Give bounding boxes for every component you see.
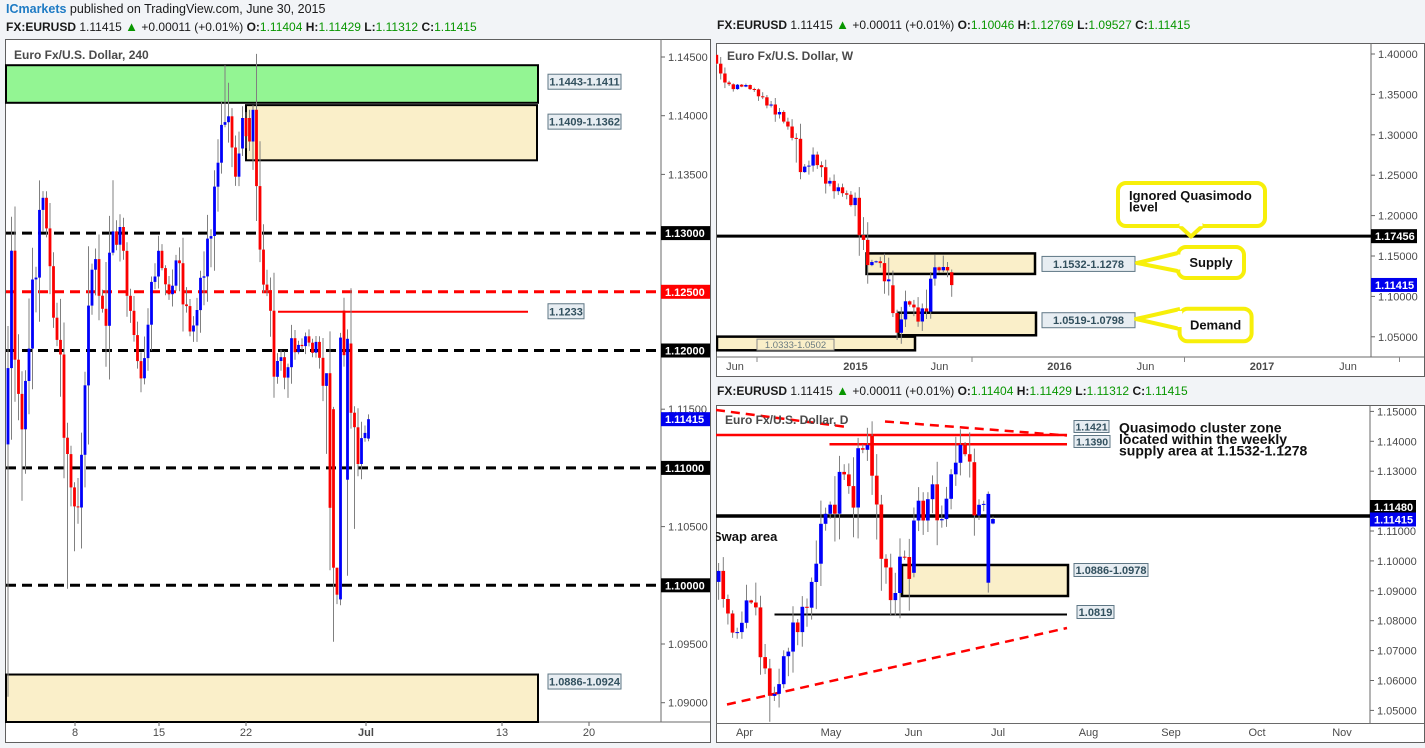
svg-text:Apr: Apr bbox=[736, 727, 753, 739]
svg-text:1.09000: 1.09000 bbox=[1377, 586, 1417, 598]
svg-text:2016: 2016 bbox=[1047, 361, 1071, 373]
svg-text:1.14000: 1.14000 bbox=[1377, 436, 1417, 448]
svg-text:1.15000: 1.15000 bbox=[1378, 251, 1418, 263]
svg-text:1.09500: 1.09500 bbox=[668, 639, 708, 651]
svg-text:1.30000: 1.30000 bbox=[1378, 130, 1418, 142]
svg-text:May: May bbox=[821, 727, 842, 739]
svg-text:1.0519-1.0798: 1.0519-1.0798 bbox=[1053, 315, 1124, 327]
svg-text:1.14500: 1.14500 bbox=[668, 52, 708, 64]
svg-text:1.10500: 1.10500 bbox=[668, 522, 708, 534]
svg-text:Jul: Jul bbox=[991, 727, 1005, 739]
svg-text:Nov: Nov bbox=[1332, 727, 1352, 739]
svg-text:1.35000: 1.35000 bbox=[1378, 89, 1418, 101]
svg-text:1.06000: 1.06000 bbox=[1377, 676, 1417, 688]
svg-text:Supply: Supply bbox=[1189, 255, 1233, 270]
svg-text:1.07000: 1.07000 bbox=[1377, 646, 1417, 658]
svg-text:1.10000: 1.10000 bbox=[1378, 291, 1418, 303]
svg-text:1.1390: 1.1390 bbox=[1076, 437, 1108, 449]
svg-text:Jun: Jun bbox=[1339, 361, 1357, 373]
svg-text:1.17456: 1.17456 bbox=[1375, 231, 1415, 243]
svg-text:Swap area: Swap area bbox=[716, 529, 778, 544]
svg-text:Euro Fx/U.S. Dollar, 240: Euro Fx/U.S. Dollar, 240 bbox=[14, 48, 149, 62]
svg-text:Jun: Jun bbox=[1137, 361, 1155, 373]
svg-text:1.11415: 1.11415 bbox=[1375, 280, 1414, 292]
svg-text:8: 8 bbox=[72, 727, 78, 739]
svg-text:located within the weekly: located within the weekly bbox=[1119, 431, 1287, 447]
svg-text:13: 13 bbox=[496, 727, 508, 739]
svg-text:Jul: Jul bbox=[358, 727, 374, 739]
svg-text:Sep: Sep bbox=[1161, 727, 1181, 739]
svg-text:1.15000: 1.15000 bbox=[1377, 406, 1417, 418]
svg-text:1.11000: 1.11000 bbox=[1377, 526, 1416, 538]
svg-text:Quasimodo cluster zone: Quasimodo cluster zone bbox=[1119, 420, 1282, 436]
svg-text:1.0819: 1.0819 bbox=[1079, 607, 1113, 619]
svg-text:1.0886-1.0924: 1.0886-1.0924 bbox=[549, 677, 621, 689]
svg-text:1.05000: 1.05000 bbox=[1377, 705, 1417, 717]
svg-text:Euro Fx/U.S. Dollar, W: Euro Fx/U.S. Dollar, W bbox=[727, 49, 854, 63]
svg-text:1.11000: 1.11000 bbox=[665, 463, 704, 475]
svg-text:Euro Fx/U.S. Dollar, D: Euro Fx/U.S. Dollar, D bbox=[725, 413, 849, 427]
svg-text:20: 20 bbox=[583, 727, 595, 739]
svg-text:1.14000: 1.14000 bbox=[668, 111, 708, 123]
svg-text:1.1409-1.1362: 1.1409-1.1362 bbox=[549, 117, 620, 129]
svg-text:1.1233: 1.1233 bbox=[549, 306, 583, 318]
svg-text:Jun: Jun bbox=[726, 361, 744, 373]
svg-text:22: 22 bbox=[240, 727, 252, 739]
svg-text:Jun: Jun bbox=[905, 727, 923, 739]
svg-text:1.05000: 1.05000 bbox=[1378, 332, 1418, 344]
svg-text:2015: 2015 bbox=[843, 361, 867, 373]
svg-text:1.10000: 1.10000 bbox=[665, 580, 705, 592]
svg-text:1.40000: 1.40000 bbox=[1378, 49, 1418, 61]
svg-text:Aug: Aug bbox=[1079, 727, 1099, 739]
svg-text:level: level bbox=[1129, 199, 1158, 214]
svg-text:1.12500: 1.12500 bbox=[665, 287, 705, 299]
svg-text:1.20000: 1.20000 bbox=[1378, 211, 1418, 223]
svg-text:Oct: Oct bbox=[1248, 727, 1265, 739]
svg-text:1.13000: 1.13000 bbox=[665, 228, 705, 240]
svg-text:2017: 2017 bbox=[1250, 361, 1274, 373]
svg-text:Jun: Jun bbox=[931, 361, 949, 373]
svg-text:Demand: Demand bbox=[1190, 318, 1241, 333]
svg-text:1.10000: 1.10000 bbox=[1377, 556, 1417, 568]
svg-text:1.11415: 1.11415 bbox=[665, 414, 704, 426]
svg-text:1.25000: 1.25000 bbox=[1378, 170, 1418, 182]
svg-text:1.13500: 1.13500 bbox=[668, 169, 708, 181]
svg-text:1.08000: 1.08000 bbox=[1377, 616, 1417, 628]
svg-text:1.0333-1.0502: 1.0333-1.0502 bbox=[765, 340, 826, 351]
svg-text:1.09000: 1.09000 bbox=[668, 698, 708, 710]
svg-text:1.1443-1.1411: 1.1443-1.1411 bbox=[549, 77, 619, 89]
svg-text:1.13000: 1.13000 bbox=[1377, 466, 1417, 478]
svg-text:Ignored Quasimodo: Ignored Quasimodo bbox=[1129, 188, 1252, 203]
svg-text:1.1532-1.1278: 1.1532-1.1278 bbox=[1053, 259, 1124, 271]
svg-text:supply area at 1.1532-1.1278: supply area at 1.1532-1.1278 bbox=[1119, 443, 1308, 459]
svg-text:1.11415: 1.11415 bbox=[1374, 515, 1413, 527]
svg-text:1.11480: 1.11480 bbox=[1374, 502, 1413, 514]
svg-text:15: 15 bbox=[153, 727, 165, 739]
svg-text:1.12000: 1.12000 bbox=[665, 346, 705, 358]
svg-text:1.0886-1.0978: 1.0886-1.0978 bbox=[1076, 565, 1147, 577]
svg-text:1.1421: 1.1421 bbox=[1075, 422, 1107, 434]
